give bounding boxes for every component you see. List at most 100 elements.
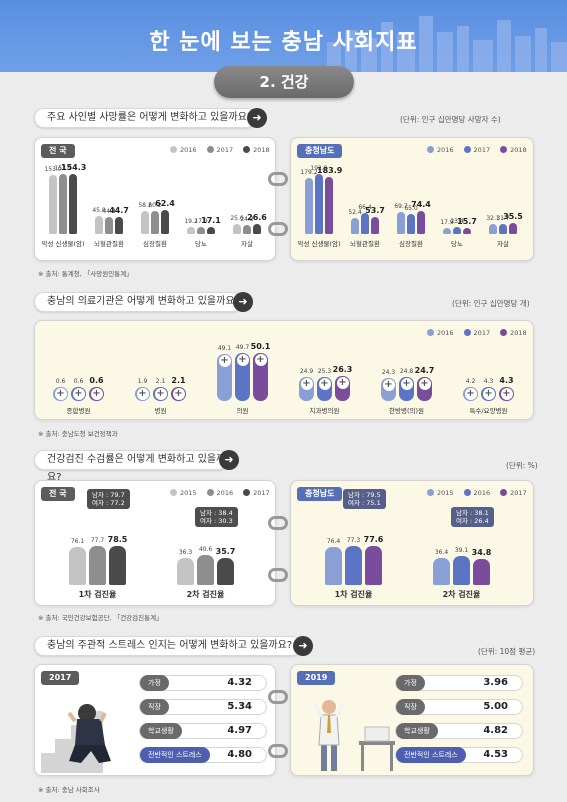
plus-icon: + [336,376,349,389]
legend-2016: 2016 [427,146,454,154]
value-label: 32.1 [486,215,500,223]
binder-ring-icon [268,222,288,236]
stress-row-label: 학교생활 [140,723,182,739]
stressed-man-on-stairs-icon [41,704,111,773]
stress-row-value: 5.00 [483,701,508,712]
checkup-national-legend: 2015 2016 2017 [170,489,270,497]
plus-icon: + [418,378,431,391]
bar-1-2 [115,216,123,234]
bar-1-0 [351,217,359,234]
gender-callout: 남자 : 79.5 여자 : 75.1 [343,489,386,509]
value-label: 1.9 [137,378,148,385]
category-label: 심장질환 [399,240,423,248]
value-label: 4.3 [483,378,494,385]
medical-source: ※ 출처: 충남도청 보건정책과 [38,430,118,438]
callout-line: 남자 : 79.5 [348,491,381,499]
category-label: 1차 검진율 [78,590,117,599]
binder-ring-icon [268,744,288,758]
stress-row-value: 4.32 [227,677,252,688]
stress-row-label: 학교생활 [396,723,438,739]
plus-icon: + [464,388,477,400]
plus-icon: + [500,388,513,400]
bar-4-2: + [417,377,432,401]
bar-1-0 [95,216,103,234]
bar-2-0 [397,212,405,234]
bar-2-2 [161,209,169,234]
stress-row: 전반적인 스트레스 4.53 [395,747,523,763]
legend-2016: 2016 [427,329,454,337]
bar-4-0: + [381,377,396,401]
bar-0-1 [345,546,362,585]
value-label: 4.3 [499,376,514,385]
checkup-question: 건강검진 수검률은 어떻게 변화하고 있을까요? ➜ [34,450,239,483]
plus-icon: + [236,354,249,367]
bar-2-0 [141,211,149,234]
stress-question-text: 충남의 주관적 스트레스 인지는 어떻게 변화하고 있을까요? [47,640,293,651]
bar-1-0: + [135,387,150,401]
death-question-text: 주요 사인별 사망률은 어떻게 변화하고 있을까요? [47,112,253,123]
bar-3-2 [463,228,471,234]
arrow-right-icon: ➜ [293,636,313,656]
callout-line: 남자 : 79.7 [92,491,125,499]
bar-0-0 [305,178,313,234]
bar-3-0 [187,226,195,234]
value-label: 53.7 [365,206,385,216]
binder-ring-icon [268,516,288,530]
category-label: 1차 검진율 [334,590,373,599]
value-label: 76.1 [70,537,85,545]
stress-2019-panel: 2019 가정 3.96 직장 5.00 학교생활 4.82 전반적인 스트레스 4.53 [290,664,534,776]
medical-unit: (단위: 인구 십만명당 개) [452,299,530,308]
value-label: 69.7 [394,203,408,211]
arrow-right-icon: ➜ [233,292,253,312]
category-label: 종합병원 [66,407,91,415]
value-label: 2.1 [171,376,186,385]
legend-2018: 2018 [500,329,527,337]
category-label: 심장질환 [143,240,167,248]
value-label: 17.9 [194,218,208,226]
city-skyline-icon [327,16,567,72]
category-label: 2차 검진율 [186,590,225,599]
bar-4-0 [489,224,497,234]
bar-1-1 [197,554,214,585]
death-national-panel: 전 국 2016 2017 2018 153.0 153.9 154.3 악성 신생물… [34,137,276,261]
category-label: 특수/요양병원 [469,407,508,415]
bar-2-0: + [217,353,232,401]
stress-row: 전반적인 스트레스 4.80 [139,747,267,763]
category-label: 악성 신생물(암) [41,240,85,248]
value-label: 62.4 [155,198,175,208]
bar-1-2 [217,558,234,585]
category-label: 뇌혈관질환 [350,240,380,248]
bar-0-1: + [71,387,86,401]
value-label: 15.7 [457,217,477,226]
plus-icon: + [136,388,149,400]
bar-4-1 [499,224,507,234]
legend-2017: 2017 [206,146,233,154]
value-label: 24.7 [414,366,435,376]
plus-icon: + [382,378,395,391]
value-label: 25.6 [230,215,244,223]
stress-row-label: 전반적인 스트레스 [140,747,210,763]
callout-line: 여자 : 75.1 [348,499,381,507]
value-label: 183.9 [317,165,343,175]
death-national-tag: 전 국 [41,144,75,158]
medical-question: 충남의 의료기관은 어떻게 변화하고 있을까요? ➜ [34,292,253,312]
stress-row-label: 가정 [396,675,425,691]
header-banner: 한 눈에 보는 충남 사회지표 [0,0,567,72]
stress-row: 학교생활 4.97 [139,723,267,739]
category-label: 뇌혈관질환 [94,240,124,248]
bar-3-0 [443,228,451,234]
value-label: 154.3 [61,163,87,173]
value-label: 2.1 [155,378,166,385]
legend-2017: 2017 [243,489,270,497]
callout-line: 여자 : 30.3 [200,517,233,525]
stress-row-value: 4.53 [483,749,508,760]
value-label: 77.6 [363,535,384,545]
stress-row: 학교생활 4.82 [395,723,523,739]
bar-0-1 [315,174,323,234]
death-source: ※ 출처: 통계청, 「사망원인통계」 [38,270,133,278]
bar-0-2 [109,545,126,585]
stress-row-value: 4.97 [227,725,252,736]
stressed-office-worker-icon [313,700,395,771]
medical-legend: 2016 2017 2018 [427,329,527,337]
bar-0-1 [59,174,67,234]
